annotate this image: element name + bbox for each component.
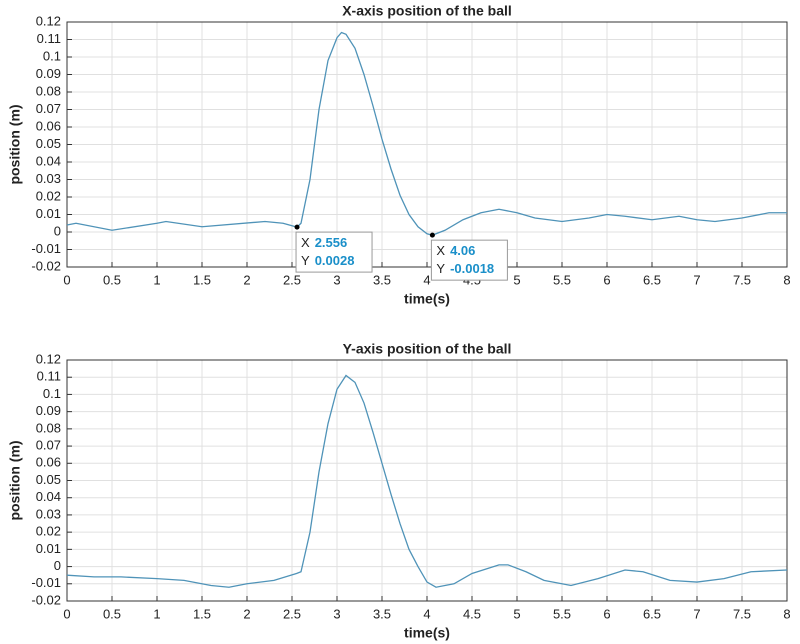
axes-box xyxy=(66,359,788,602)
y-tick-label: 0.04 xyxy=(36,153,61,168)
datatip-row: X 4.06 xyxy=(436,244,475,259)
x-tick-label: 2.5 xyxy=(283,272,301,287)
x-tick-label: 1 xyxy=(153,606,160,621)
y-tick-label: 0.04 xyxy=(36,489,61,504)
datatip-box xyxy=(430,239,508,281)
y-tick-label: 0.06 xyxy=(36,118,61,133)
datatip-marker xyxy=(294,224,300,230)
datatip-value: 2.556 xyxy=(315,236,348,251)
datatip-key: X xyxy=(436,244,445,259)
y-tick-label: 0.06 xyxy=(36,455,61,470)
y-tick-label: 0.03 xyxy=(36,171,61,186)
y-tick-label: 0.01 xyxy=(36,206,61,221)
y-axis-label: position (m) xyxy=(7,440,23,520)
x-tick-label: 7.5 xyxy=(733,272,751,287)
x-axis-label: time(s) xyxy=(404,625,450,641)
datatip-key: X xyxy=(301,236,310,251)
y-tick-label: 0.02 xyxy=(36,524,61,539)
y-tick-label: -0.02 xyxy=(31,592,61,607)
y-tick-label: -0.01 xyxy=(31,241,61,256)
axes-box xyxy=(66,21,788,268)
x-tick-label: 3.5 xyxy=(373,272,391,287)
x-tick-label: 0 xyxy=(63,272,70,287)
x-tick-label: 2 xyxy=(243,606,250,621)
data-line xyxy=(66,31,787,236)
x-tick-label: 6.5 xyxy=(643,272,661,287)
datatip-row: X 2.556 xyxy=(301,236,347,251)
x-tick-label: 4 xyxy=(423,606,430,621)
y-tick-label: 0.02 xyxy=(36,188,61,203)
x-axis-label: time(s) xyxy=(404,291,450,307)
x-tick-label: 7.5 xyxy=(733,606,751,621)
x-tick-label: 6 xyxy=(603,606,610,621)
x-tick-label: 2 xyxy=(243,272,250,287)
y-axis-label: position (m) xyxy=(7,104,23,184)
x-tick-label: 7 xyxy=(693,272,700,287)
x-tick-label: 3.5 xyxy=(373,606,391,621)
x-tick-label: 3 xyxy=(333,272,340,287)
x-tick-label: 2.5 xyxy=(283,606,301,621)
y-tick-label: 0.01 xyxy=(36,541,61,556)
datatip-row: Y -0.0018 xyxy=(436,262,494,277)
y-tick-label: 0.11 xyxy=(37,31,61,46)
x-tick-label: 1 xyxy=(153,272,160,287)
datatip-value: 0.0028 xyxy=(315,254,355,269)
y-tick-label: 0.11 xyxy=(37,369,61,384)
y-tick-label: 0.09 xyxy=(36,403,61,418)
y-tick-label: 0.07 xyxy=(36,101,61,116)
y-tick-label: -0.02 xyxy=(31,258,61,273)
y-tick-label: 0.1 xyxy=(43,48,61,63)
datatip-row: Y 0.0028 xyxy=(301,254,354,269)
y-tick-label: 0.07 xyxy=(36,438,61,453)
x-tick-label: 6.5 xyxy=(643,606,661,621)
data-line xyxy=(66,374,788,588)
y-tick-label: 0.1 xyxy=(43,386,61,401)
datatip-key: Y xyxy=(436,262,445,277)
x-tick-label: 8 xyxy=(783,272,790,287)
y-tick-label: 0.05 xyxy=(36,472,61,487)
y-tick-label: 0.09 xyxy=(36,66,61,81)
datatip: X 4.06 Y -0.0018 xyxy=(430,239,508,281)
chart-title: Y-axis position of the ball xyxy=(343,341,512,357)
x-tick-label: 4 xyxy=(423,272,430,287)
x-tick-label: 0.5 xyxy=(103,606,121,621)
x-tick-label: 0 xyxy=(63,606,70,621)
y-tick-label: -0.01 xyxy=(31,575,61,590)
x-tick-label: 4.5 xyxy=(463,606,481,621)
x-tick-label: 1.5 xyxy=(193,272,211,287)
chart-title: X-axis position of the ball xyxy=(342,3,512,19)
y-tick-label: 0.08 xyxy=(36,420,61,435)
y-tick-label: 0 xyxy=(54,558,61,573)
datatip-marker xyxy=(429,232,435,238)
x-tick-label: 6 xyxy=(603,272,610,287)
x-tick-label: 8 xyxy=(783,606,790,621)
y-tick-label: 0.08 xyxy=(36,83,61,98)
datatip-value: 4.06 xyxy=(450,244,475,259)
x-tick-label: 1.5 xyxy=(193,606,211,621)
y-tick-label: 0.05 xyxy=(36,136,61,151)
x-tick-label: 7 xyxy=(693,606,700,621)
x-tick-label: 5.5 xyxy=(553,606,571,621)
datatip-value: -0.0018 xyxy=(450,262,494,277)
datatip: X 2.556 Y 0.0028 xyxy=(295,231,373,273)
y-tick-label: 0.12 xyxy=(36,13,61,28)
y-tick-label: 0.12 xyxy=(36,351,61,366)
x-tick-label: 5 xyxy=(513,272,520,287)
y-tick-label: 0.03 xyxy=(36,506,61,521)
y-tick-label: 0 xyxy=(54,223,61,238)
x-tick-label: 5.5 xyxy=(553,272,571,287)
datatip-key: Y xyxy=(301,254,310,269)
x-tick-label: 0.5 xyxy=(103,272,121,287)
x-tick-label: 5 xyxy=(513,606,520,621)
datatip-box xyxy=(295,231,373,273)
x-tick-label: 3 xyxy=(333,606,340,621)
